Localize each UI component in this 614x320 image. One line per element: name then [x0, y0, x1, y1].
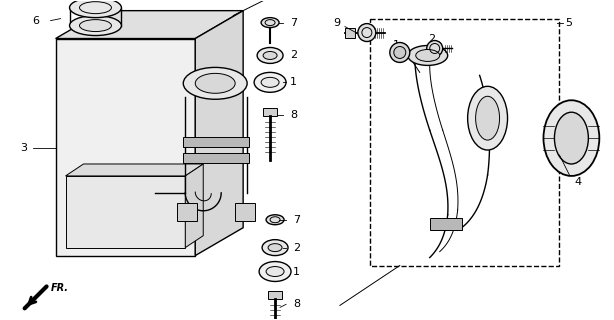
Ellipse shape	[390, 43, 410, 62]
Text: 2: 2	[290, 51, 297, 60]
Ellipse shape	[266, 215, 284, 225]
Ellipse shape	[408, 45, 448, 65]
Ellipse shape	[262, 240, 288, 256]
Polygon shape	[185, 164, 203, 248]
Text: 6: 6	[33, 16, 40, 26]
Text: 9: 9	[333, 18, 340, 28]
Text: 1: 1	[393, 39, 400, 50]
Text: 7: 7	[290, 18, 297, 28]
Ellipse shape	[263, 52, 277, 60]
Ellipse shape	[80, 20, 112, 32]
Bar	[184, 137, 249, 147]
Ellipse shape	[554, 112, 588, 164]
Text: FR.: FR.	[50, 284, 69, 293]
Ellipse shape	[261, 77, 279, 87]
Bar	[184, 153, 249, 163]
Ellipse shape	[394, 46, 406, 59]
Ellipse shape	[69, 16, 122, 36]
Ellipse shape	[268, 244, 282, 252]
Ellipse shape	[259, 261, 291, 282]
Polygon shape	[195, 11, 243, 256]
Polygon shape	[66, 164, 203, 176]
Text: 2: 2	[293, 243, 300, 252]
Text: 8: 8	[293, 300, 300, 309]
Bar	[235, 203, 255, 221]
Ellipse shape	[543, 100, 599, 176]
Text: 4: 4	[574, 177, 581, 187]
Bar	[430, 218, 462, 230]
Text: 5: 5	[565, 18, 572, 28]
Ellipse shape	[69, 0, 122, 18]
Ellipse shape	[416, 50, 440, 61]
Ellipse shape	[468, 86, 508, 150]
Bar	[263, 108, 277, 116]
Ellipse shape	[195, 73, 235, 93]
Bar	[370, 19, 559, 266]
Text: 7: 7	[293, 215, 300, 225]
Ellipse shape	[476, 96, 500, 140]
Text: 2: 2	[428, 34, 435, 44]
Text: 8: 8	[290, 110, 297, 120]
Bar	[66, 176, 185, 248]
Ellipse shape	[427, 41, 443, 56]
Ellipse shape	[358, 24, 376, 42]
Text: 1: 1	[293, 267, 300, 276]
Bar	[268, 292, 282, 300]
Ellipse shape	[184, 68, 247, 99]
Bar	[345, 28, 355, 37]
Text: 1: 1	[290, 77, 297, 87]
Text: 3: 3	[21, 143, 28, 153]
Polygon shape	[56, 11, 243, 38]
Ellipse shape	[266, 267, 284, 276]
Bar	[56, 38, 195, 256]
Bar	[177, 203, 197, 221]
Ellipse shape	[261, 18, 279, 28]
Ellipse shape	[254, 72, 286, 92]
Ellipse shape	[257, 47, 283, 63]
